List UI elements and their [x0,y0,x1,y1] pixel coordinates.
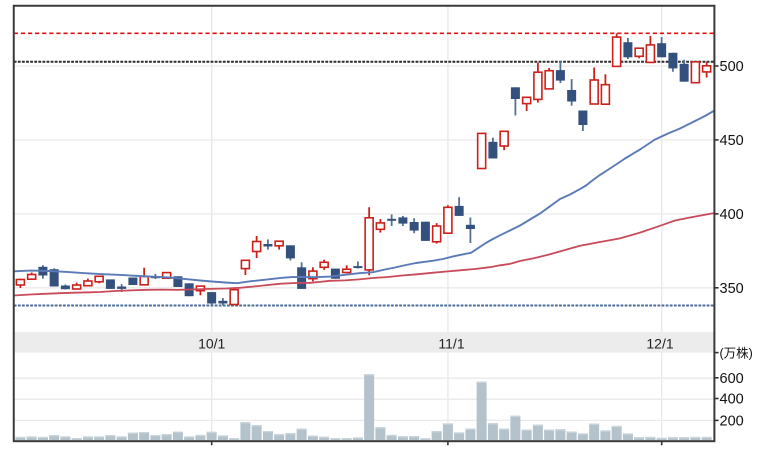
svg-text:200: 200 [720,414,744,430]
svg-text:400: 400 [720,207,744,223]
svg-text:(万株): (万株) [720,346,753,361]
svg-text:12/1: 12/1 [646,336,673,352]
svg-text:450: 450 [720,133,744,149]
svg-text:600: 600 [720,371,744,387]
svg-text:500: 500 [720,59,744,75]
svg-text:350: 350 [720,281,744,297]
svg-text:11/1: 11/1 [438,336,464,352]
svg-text:10/1: 10/1 [198,336,225,352]
svg-text:400: 400 [720,392,744,408]
